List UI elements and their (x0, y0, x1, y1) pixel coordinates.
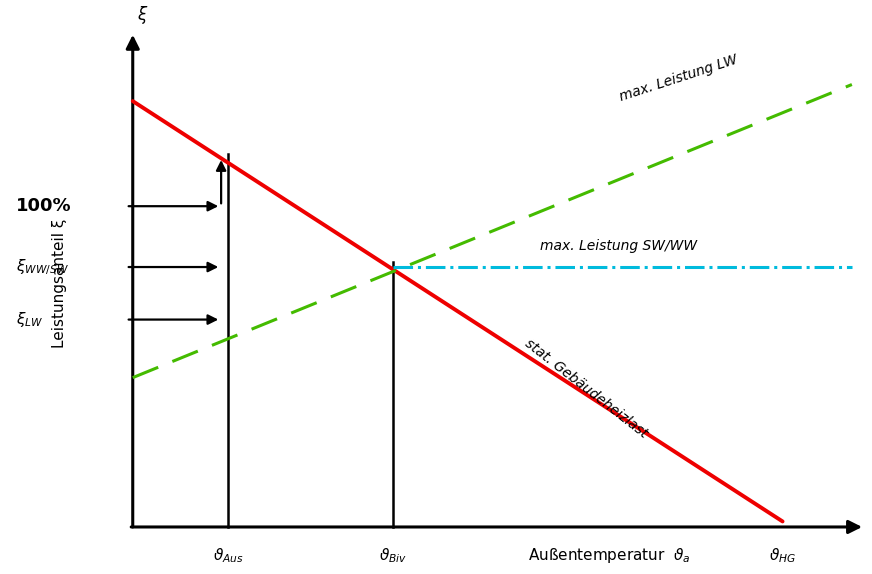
Text: max. Leistung SW/WW: max. Leistung SW/WW (540, 239, 697, 253)
Text: $\vartheta_{HG}$: $\vartheta_{HG}$ (769, 546, 796, 565)
Text: $\xi$: $\xi$ (137, 5, 148, 26)
Text: $\vartheta_{Aus}$: $\vartheta_{Aus}$ (213, 546, 243, 565)
Text: max. Leistung LW: max. Leistung LW (618, 52, 739, 104)
Text: stat. Gebäudeheizlast: stat. Gebäudeheizlast (522, 336, 651, 441)
Text: 100%: 100% (16, 197, 72, 215)
Text: $\xi_{LW}$: $\xi_{LW}$ (16, 310, 43, 329)
Text: Außentemperatur  $\vartheta_a$: Außentemperatur $\vartheta_a$ (528, 546, 691, 565)
Text: $\xi_{WW/SW}$: $\xi_{WW/SW}$ (16, 257, 69, 277)
Text: Leistungsanteil ξ: Leistungsanteil ξ (51, 219, 66, 348)
Text: $\vartheta_{Biv}$: $\vartheta_{Biv}$ (378, 546, 406, 565)
